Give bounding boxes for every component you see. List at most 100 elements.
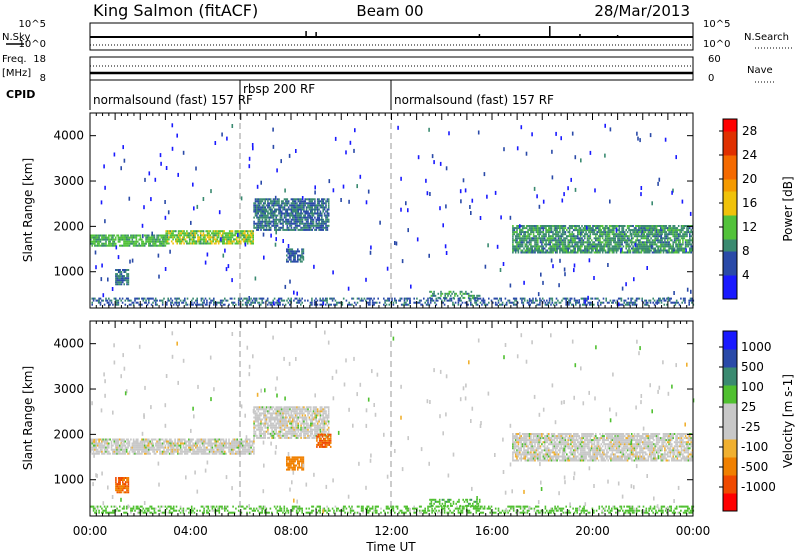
echo-cell <box>139 244 142 247</box>
echo-cell <box>110 242 113 245</box>
echo-cell <box>563 227 565 230</box>
echo-cell <box>599 301 602 304</box>
echo-cell <box>516 241 518 244</box>
echo-cell <box>138 450 140 453</box>
echo-cell <box>304 228 306 231</box>
echo-cell <box>684 225 687 227</box>
echo-cell <box>126 277 128 280</box>
echo-cell <box>312 208 315 211</box>
echo-cell <box>218 452 221 455</box>
echo-cell <box>116 283 119 286</box>
echo-cell <box>249 236 252 239</box>
echo-cell <box>543 235 546 238</box>
echo-cell <box>218 448 221 451</box>
echo-cell <box>177 442 179 445</box>
echo-cell <box>240 452 243 455</box>
echo-cell <box>213 234 216 237</box>
echo-cell <box>195 299 197 302</box>
echo-cell <box>590 247 593 250</box>
echo-cell <box>304 222 306 225</box>
echo-cell <box>90 238 92 241</box>
echo-cell <box>596 233 598 236</box>
echo-cell <box>315 226 318 229</box>
echo-cell <box>299 254 302 257</box>
echo-cell <box>131 450 134 453</box>
echo-cell <box>240 230 242 233</box>
echo-cell <box>163 450 165 453</box>
echo-cell <box>632 251 634 254</box>
echo-cell <box>319 303 321 306</box>
echo-cell <box>181 442 183 445</box>
echo-cell <box>154 238 157 241</box>
echo-cell <box>362 299 364 302</box>
echo-cell <box>665 243 668 246</box>
echo-cell <box>288 252 291 255</box>
echo-cell <box>305 202 308 205</box>
echo-cell <box>604 243 607 246</box>
scatter-echo-cell <box>280 159 282 164</box>
echo-cell <box>271 204 273 207</box>
echo-cell <box>647 229 650 232</box>
echo-cell <box>106 301 109 304</box>
echo-cell <box>639 241 641 244</box>
echo-cell <box>690 235 692 238</box>
scatter-echo-cell <box>395 241 398 246</box>
echo-cell <box>321 228 323 231</box>
scatter-echo-cell <box>263 255 265 260</box>
echo-cell <box>276 204 279 207</box>
echo-cell <box>608 233 611 236</box>
echo-cell <box>95 450 98 453</box>
echo-cell <box>168 236 170 239</box>
echo-cell <box>172 230 174 233</box>
echo-cell <box>174 438 176 441</box>
echo-cell <box>98 297 100 300</box>
echo-cell <box>186 297 189 300</box>
echo-cell <box>217 240 220 243</box>
echo-cell <box>575 245 578 248</box>
echo-cell <box>622 233 625 236</box>
echo-cell <box>251 236 253 239</box>
echo-cell <box>98 234 100 237</box>
echo-cell <box>619 225 622 227</box>
echo-cell <box>161 444 164 447</box>
echo-cell <box>413 297 415 300</box>
echo-cell <box>266 297 269 300</box>
echo-cell <box>260 222 262 225</box>
echo-cell <box>202 242 205 245</box>
echo-cell <box>263 214 265 217</box>
echo-cell <box>629 251 632 254</box>
echo-cell <box>160 240 163 243</box>
echo-cell <box>128 442 131 445</box>
echo-cell <box>541 227 543 230</box>
echo-cell <box>123 242 125 245</box>
echo-cell <box>161 236 164 239</box>
echo-cell <box>516 225 518 227</box>
echo-cell <box>657 225 659 227</box>
echo-cell <box>563 247 565 250</box>
echo-cell <box>523 233 525 236</box>
echo-cell <box>322 220 324 223</box>
echo-cell <box>218 442 221 445</box>
echo-cell <box>180 240 183 243</box>
scatter-echo-cell <box>528 297 531 302</box>
echo-cell <box>256 204 258 207</box>
echo-cell <box>214 438 216 441</box>
echo-cell <box>628 247 630 250</box>
echo-cell <box>528 233 531 236</box>
echo-cell <box>657 233 659 236</box>
echo-cell <box>665 237 668 240</box>
echo-cell <box>669 245 672 248</box>
echo-cell <box>202 238 205 241</box>
echo-cell <box>321 206 323 209</box>
echo-cell <box>137 446 139 449</box>
echo-cell <box>247 301 250 304</box>
scatter-echo-cell <box>689 211 692 216</box>
echo-cell <box>278 208 280 211</box>
echo-cell <box>98 452 100 455</box>
echo-cell <box>298 206 301 209</box>
echo-cell <box>524 239 527 242</box>
echo-cell <box>179 232 181 235</box>
echo-cell <box>584 297 587 300</box>
echo-cell <box>618 237 621 240</box>
echo-cell <box>134 452 136 455</box>
